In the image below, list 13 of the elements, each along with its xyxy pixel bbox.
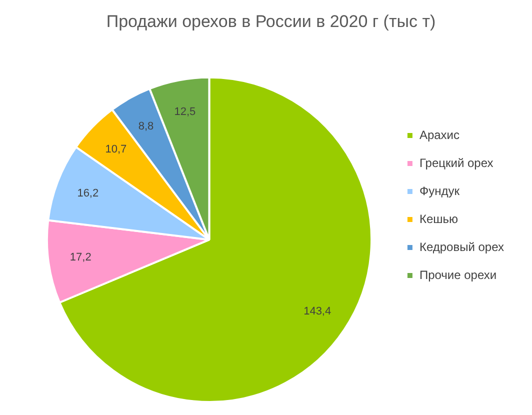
chart-title: Продажи орехов в России в 2020 г (тыс т) — [106, 12, 436, 31]
legend-label: Грецкий орех — [419, 156, 494, 170]
legend-label: Кедровый орех — [419, 240, 504, 254]
data-label: 8,8 — [138, 120, 154, 132]
legend-label: Арахис — [419, 128, 460, 142]
data-label: 12,5 — [174, 106, 196, 118]
legend-label: Прочие орехи — [419, 268, 497, 282]
legend-label: Фундук — [419, 184, 460, 198]
data-label: 16,2 — [77, 187, 99, 200]
data-label: 143,4 — [304, 306, 332, 318]
data-label: 17,2 — [70, 252, 92, 264]
data-label: 10,7 — [105, 143, 127, 156]
legend-label: Кешью — [419, 212, 458, 226]
